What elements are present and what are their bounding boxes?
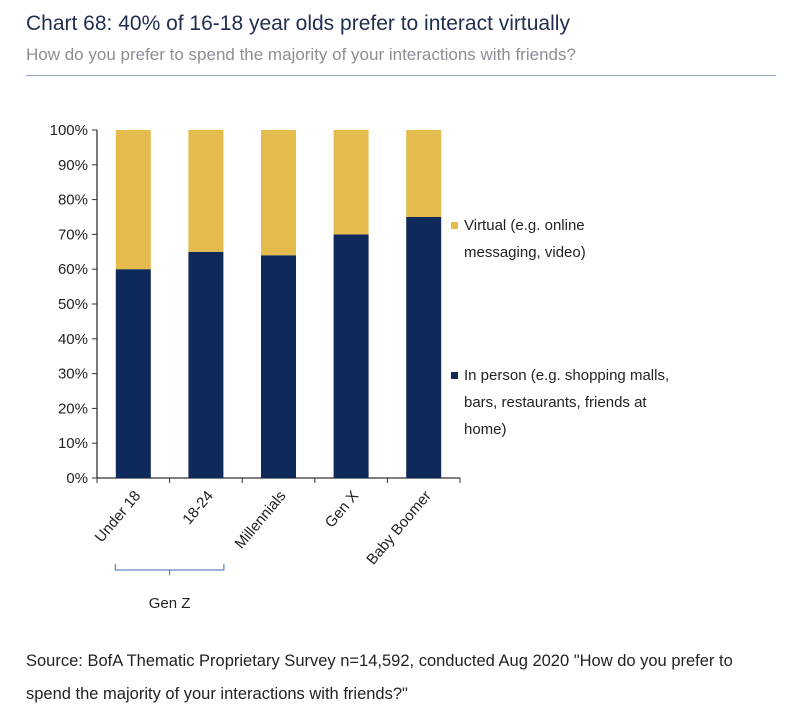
y-tick-label: 80% <box>58 192 88 209</box>
legend-label: messaging, video) <box>464 244 586 261</box>
x-tick-label: Millennials <box>232 488 290 553</box>
y-tick-label: 0% <box>66 470 88 487</box>
bar-segment <box>261 130 296 256</box>
y-tick-label: 70% <box>58 226 88 243</box>
bar-segment <box>333 130 369 235</box>
x-tick-label: Baby Boomer <box>363 488 434 569</box>
x-tick-label: 18-24 <box>179 488 217 528</box>
bar-segment <box>188 130 224 252</box>
y-tick-label: 90% <box>58 157 88 174</box>
y-tick-label: 20% <box>58 400 88 417</box>
x-tick-label: Under 18 <box>92 488 145 546</box>
y-tick-label: 30% <box>58 366 88 383</box>
y-tick-label: 10% <box>58 435 88 452</box>
legend-label: home) <box>464 421 507 438</box>
y-tick-label: 60% <box>58 261 88 278</box>
bar-segment <box>115 269 151 478</box>
legend-swatch <box>451 222 458 229</box>
legend-label: In person (e.g. shopping malls, <box>464 367 669 384</box>
stacked-bar-chart: 0% 10% 20% 30% 40% 50% 60% 70% 80% 90% 100% Under 1… <box>50 122 670 612</box>
group-bracket <box>114 564 225 575</box>
bar-segment <box>333 234 369 478</box>
title-divider <box>26 75 776 76</box>
legend-swatch <box>451 372 458 379</box>
x-tick-label: Gen X <box>322 488 362 532</box>
y-tick-label: 50% <box>58 296 88 313</box>
source-note: Source: BofA Thematic Proprietary Survey… <box>26 652 733 703</box>
y-tick-label: 100% <box>50 122 88 139</box>
chart-subtitle: How do you prefer to spend the majority … <box>26 45 576 64</box>
chart-title: Chart 68: 40% of 16-18 year olds prefer … <box>26 12 570 35</box>
bar-segment <box>115 130 151 270</box>
y-tick-label: 40% <box>58 331 88 348</box>
bar-segment <box>261 255 296 478</box>
group-label: Gen Z <box>149 595 191 612</box>
bar-segment <box>406 217 442 478</box>
bar-segment <box>406 130 442 217</box>
legend-label: Virtual (e.g. online <box>464 217 585 234</box>
bar-segment <box>188 251 224 478</box>
legend-label: bars, restaurants, friends at <box>464 394 647 411</box>
